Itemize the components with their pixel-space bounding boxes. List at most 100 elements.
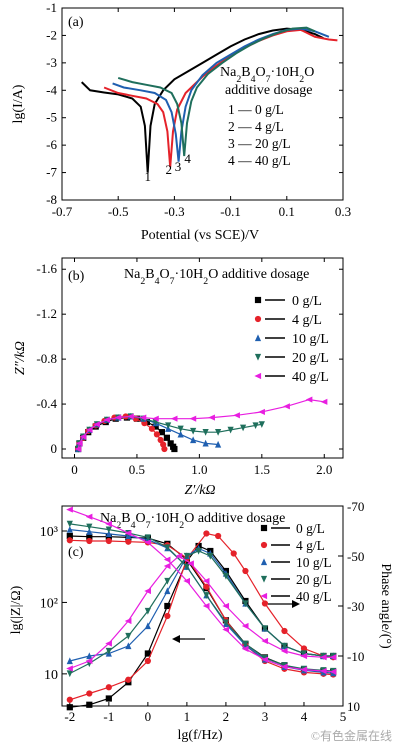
text-part: O (135, 511, 145, 526)
plot-frame-c (61, 505, 344, 707)
data-point (190, 436, 197, 444)
legend-entry: 0 g/L (296, 521, 325, 536)
legend-title: Na2B4O7·10H2O additive dosage (124, 267, 309, 287)
legend-entry: 4 — 40 g/L (228, 153, 291, 168)
text-part: 2 (179, 520, 184, 531)
modulus-point (242, 640, 249, 648)
phase-point (144, 587, 151, 595)
modulus-point (85, 513, 93, 520)
y-tick-label: 0 (51, 441, 58, 456)
modulus-point (183, 577, 190, 585)
data-point (283, 403, 290, 410)
x-axis-label: Potential (vs SCE)/V (141, 228, 259, 243)
phase-point (86, 690, 93, 697)
text-part: Na (124, 267, 141, 282)
text-part: O additive dosage (208, 267, 309, 282)
legend-entry: 20 g/L (292, 351, 329, 366)
data-point (320, 398, 328, 405)
x-tick-label: 4 (301, 709, 308, 724)
modulus-point (66, 506, 73, 513)
phase-point (144, 622, 151, 630)
modulus-point (105, 520, 112, 527)
data-point (148, 425, 156, 432)
text-part: 2 (203, 276, 208, 287)
data-point (227, 426, 234, 434)
data-point (202, 429, 209, 436)
legend-entry: 2 — 4 g/L (228, 119, 284, 134)
text-part: B (241, 65, 250, 80)
data-point (163, 434, 171, 441)
data-point (239, 424, 247, 432)
x-tick-label: -0.1 (220, 204, 241, 219)
modulus-point (222, 619, 230, 627)
modulus-point (86, 533, 93, 540)
modulus-point (164, 544, 171, 552)
text-part: ·10H (151, 511, 180, 526)
curve-label: 2 (166, 162, 173, 177)
legend-marker (254, 315, 262, 323)
y-tick-label-left: 10 (44, 668, 58, 683)
phase-point (187, 560, 194, 567)
legend-marker (260, 524, 268, 532)
modulus-point (86, 523, 93, 531)
phase-point (105, 695, 112, 702)
data-point (75, 440, 83, 447)
phase-point (300, 650, 308, 658)
text-part: ·10H (271, 65, 300, 80)
data-point (233, 412, 240, 419)
data-point (158, 429, 166, 436)
modulus-point (66, 525, 73, 533)
modulus-point (203, 583, 210, 590)
modulus-point (280, 663, 288, 670)
y-tick-label: -8 (46, 192, 57, 207)
phase-point (125, 642, 132, 650)
x-tick-label: 1 (184, 709, 191, 724)
phase-point (183, 552, 190, 560)
y-tick-label: -5 (46, 110, 57, 125)
phase-point (105, 640, 112, 647)
legend-marker (254, 334, 262, 342)
data-point (167, 440, 174, 447)
phase-point (319, 654, 327, 661)
y-tick-label-right: 10 (347, 699, 360, 714)
data-point (305, 396, 313, 403)
modulus-point (66, 520, 73, 528)
y-tick-label-right: -10 (347, 649, 364, 664)
legend-entry: 4 g/L (292, 313, 322, 328)
phase-point (105, 684, 112, 691)
modulus-point (203, 592, 210, 599)
modulus-point (163, 556, 171, 563)
modulus-point (66, 532, 73, 540)
x-tick-label: 2 (223, 709, 230, 724)
legend-marker (254, 353, 262, 361)
phase-point (66, 704, 73, 711)
phase-point (222, 602, 230, 610)
data-point (189, 415, 197, 422)
data-point (161, 445, 168, 453)
phase-line (69, 545, 334, 708)
data-point (190, 427, 197, 435)
phase-line (69, 532, 334, 701)
x-tick-label: 0 (71, 462, 78, 477)
data-point (202, 439, 209, 447)
data-point (152, 415, 159, 422)
x-tick-label: 3 (262, 709, 269, 724)
text-part: 4 (155, 276, 160, 287)
data-point (208, 414, 215, 421)
phase-point (66, 670, 73, 678)
phase-point (144, 650, 151, 657)
x-tick-label: 1.0 (191, 462, 207, 477)
modulus-point (125, 538, 132, 545)
phase-point (261, 600, 269, 607)
legend-entry: 20 g/L (296, 572, 332, 587)
y-axis-label: Z″/kΩ (13, 341, 28, 375)
x-tick-label: -0.3 (164, 204, 185, 219)
modulus-point (202, 602, 210, 610)
phase-point (125, 676, 132, 683)
phase-point (66, 696, 73, 703)
phase-point (124, 617, 132, 625)
text-part: B (121, 511, 130, 526)
y-axis-label: lg(I/A) (11, 84, 26, 123)
x-tick-label: 1.5 (254, 462, 270, 477)
